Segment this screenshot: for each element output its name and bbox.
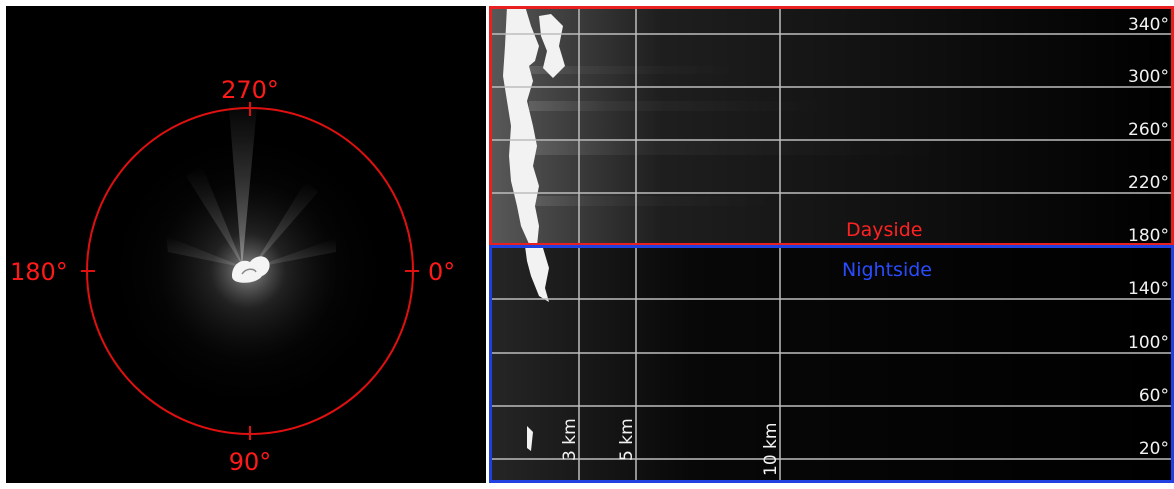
dayside-coma-glow <box>489 6 1174 244</box>
angle-label: 300° <box>1128 67 1169 87</box>
angle-label: 20° <box>1139 439 1169 459</box>
polar-view-svg: 270° 90° 180° 0° <box>10 76 455 476</box>
nucleus-limb <box>503 6 565 451</box>
angle-label: 180° <box>1128 226 1169 246</box>
unwrapped-view-panel: 340° 300° 260° 220° 180° 140° 100° 60° 2… <box>489 6 1174 483</box>
nightside-label: Nightside <box>842 259 932 281</box>
distance-label-5km: 5 km <box>617 418 637 461</box>
nightside-coma-glow <box>489 244 1174 483</box>
comet-jets <box>166 96 336 268</box>
polar-reference-circle <box>81 102 419 440</box>
angle-labels: 340° 300° 260° 220° 180° 140° 100° 60° 2… <box>1128 15 1169 459</box>
angle-label: 220° <box>1128 173 1169 193</box>
label-270-deg: 270° <box>221 76 279 104</box>
jet-streaks <box>529 66 949 206</box>
distance-label-10km: 10 km <box>761 423 781 476</box>
angle-label: 100° <box>1128 333 1169 353</box>
nightside-region-box <box>489 245 1174 483</box>
comet-nucleus <box>232 256 270 283</box>
distance-label-3km: 3 km <box>560 418 580 461</box>
angle-label: 340° <box>1128 15 1169 35</box>
label-0-deg: 0° <box>428 258 455 286</box>
polar-view-panel: 270° 90° 180° 0° <box>6 6 486 483</box>
unwrapped-view-svg: 340° 300° 260° 220° 180° 140° 100° 60° 2… <box>489 6 1174 483</box>
angle-label: 260° <box>1128 120 1169 140</box>
dayside-region-box <box>489 6 1174 246</box>
label-90-deg: 90° <box>229 448 272 476</box>
angle-label: 140° <box>1128 279 1169 299</box>
label-180-deg: 180° <box>10 258 68 286</box>
angle-label: 60° <box>1139 386 1169 406</box>
dayside-label: Dayside <box>846 219 922 241</box>
